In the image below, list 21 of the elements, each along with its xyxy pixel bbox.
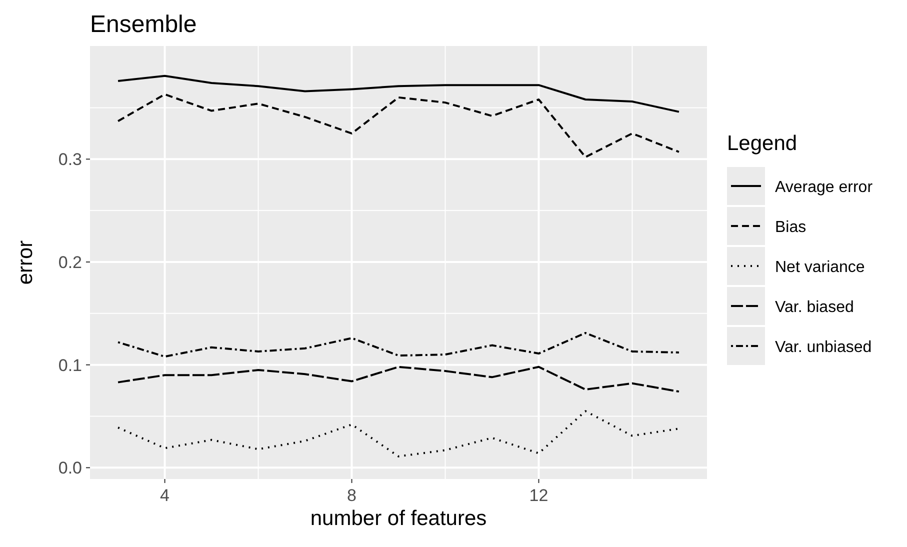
legend-title: Legend [727, 132, 798, 155]
x-axis-title: number of features [310, 507, 487, 530]
legend-label: Net variance [775, 259, 865, 276]
line-series [117, 410, 680, 458]
y-tick-label: 0.3 [58, 150, 82, 170]
line-series [117, 74, 680, 113]
y-tick-label: 0.1 [58, 356, 82, 375]
legend-label: Var. biased [775, 299, 854, 316]
chart-title: Ensemble [90, 11, 197, 38]
y-tick-label: 0.2 [58, 252, 82, 272]
y-tick-label: 0.0 [58, 458, 82, 478]
line-series [117, 93, 680, 158]
x-tick-label: 4 [160, 486, 170, 505]
legend-label: Var. unbiased [775, 339, 872, 356]
legend-label: Average error [775, 179, 874, 196]
legend-label: Bias [775, 219, 806, 236]
x-tick-label: 8 [347, 486, 356, 505]
line-series [117, 332, 680, 358]
line-series [117, 366, 680, 393]
y-axis-title: error [14, 240, 37, 285]
x-tick-label: 12 [529, 486, 548, 505]
